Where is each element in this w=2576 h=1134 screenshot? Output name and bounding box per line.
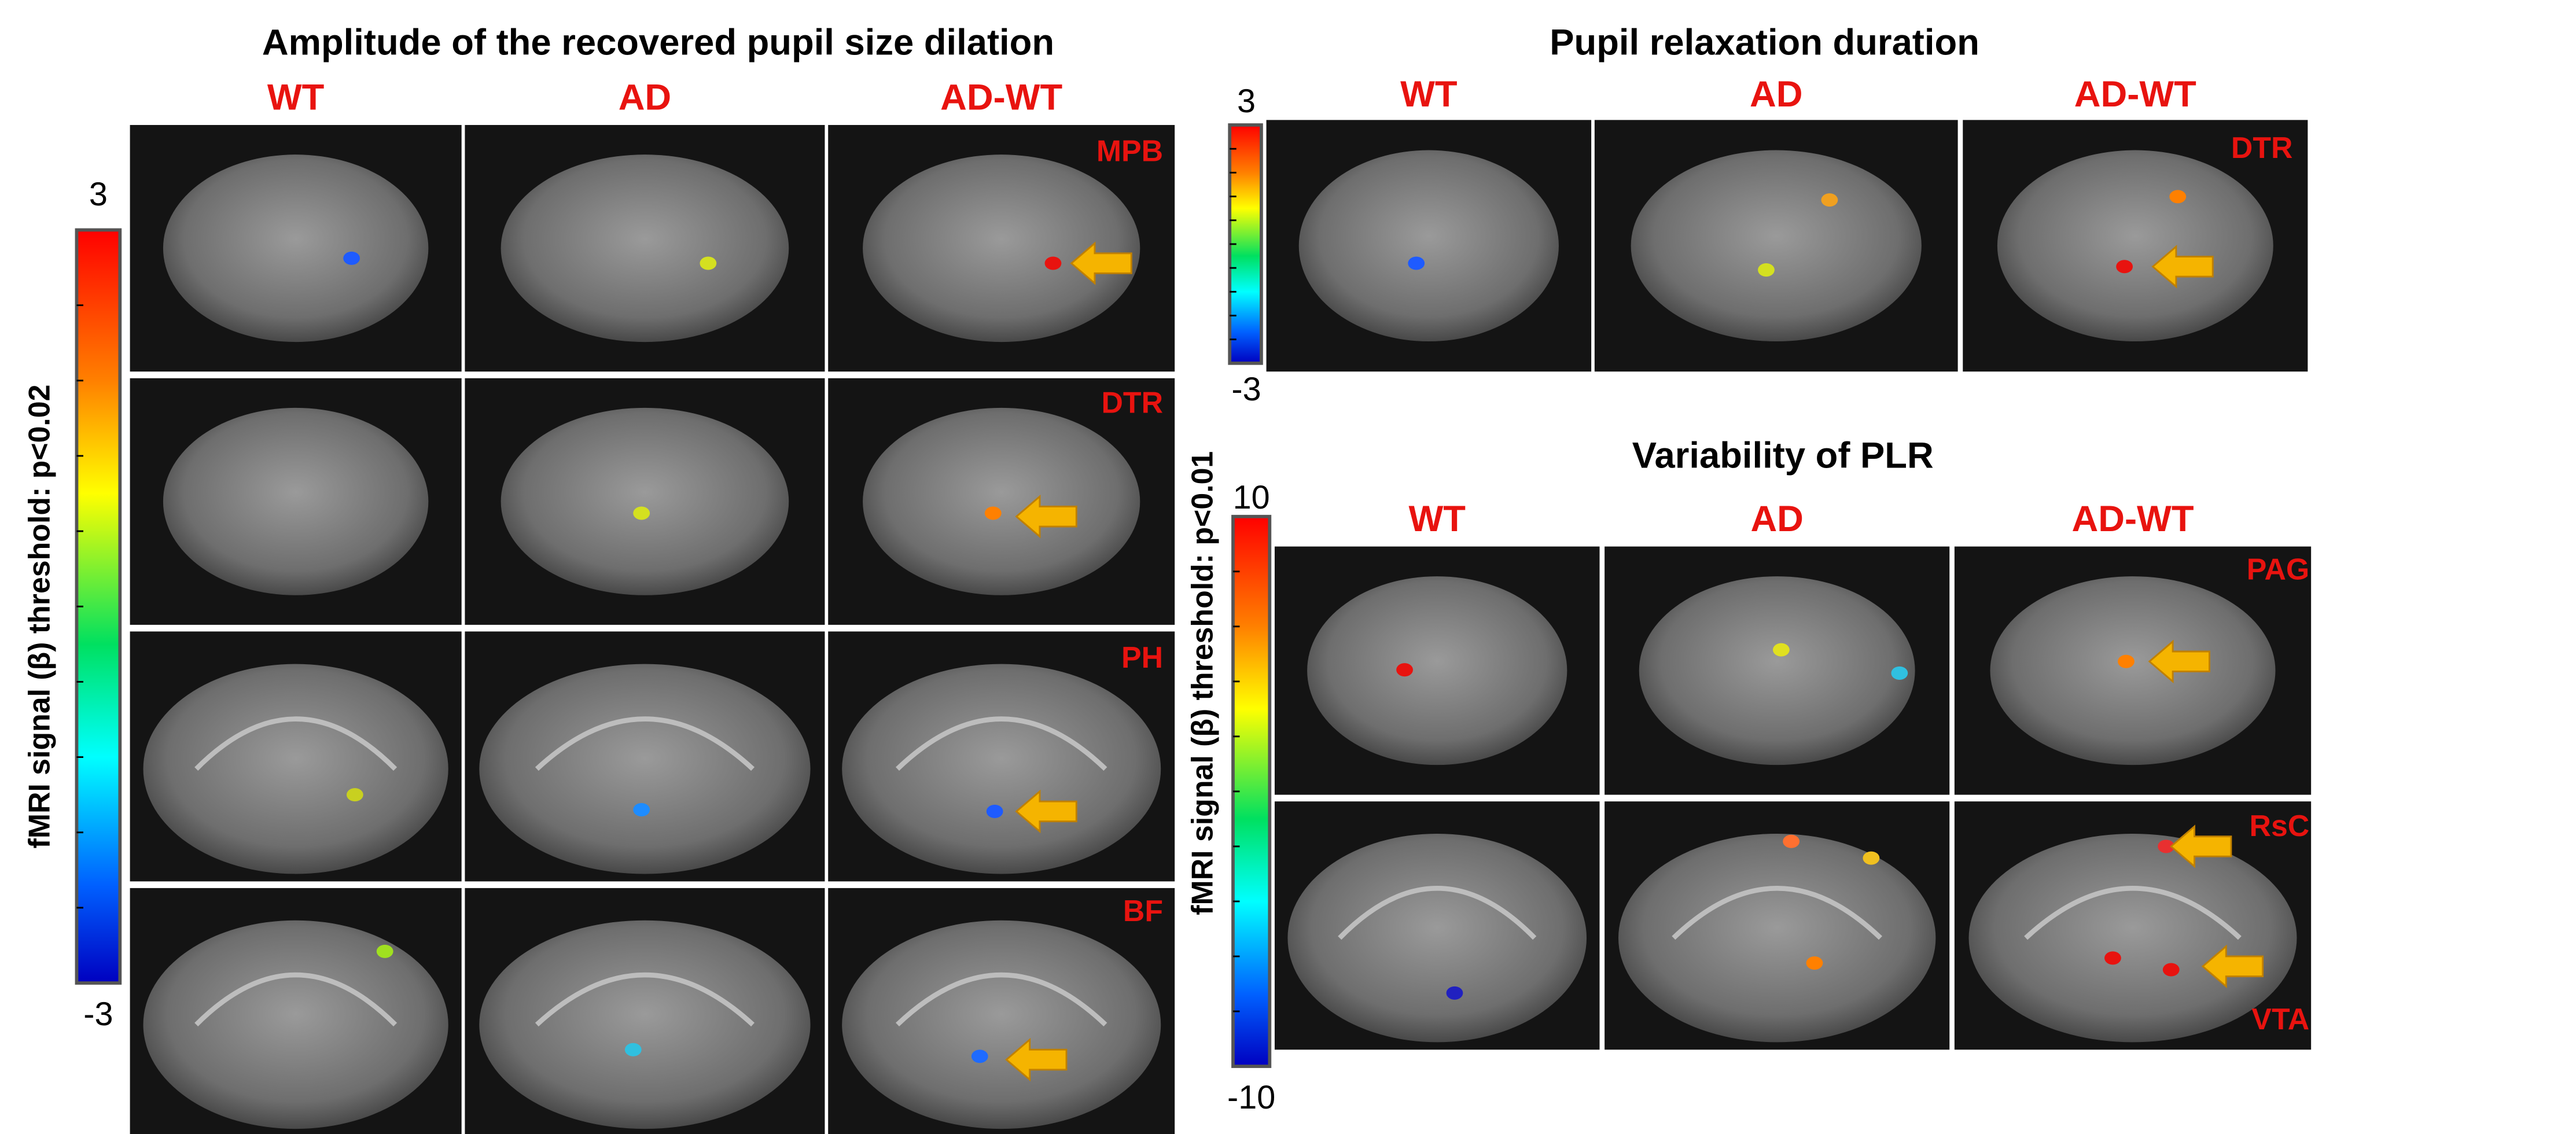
colorbar-min: -3	[83, 996, 113, 1033]
activation	[2116, 260, 2133, 274]
brain-structure	[896, 972, 1107, 1027]
brain-slice	[143, 920, 448, 1129]
colorbar-min: -3	[1231, 371, 1261, 408]
region-label: RsC	[2250, 809, 2310, 842]
column-label: WT	[1400, 74, 1458, 115]
activation	[1446, 986, 1463, 1000]
column-label: AD-WT	[2071, 499, 2194, 539]
activation	[971, 1050, 988, 1063]
column-label: AD-WT	[940, 78, 1062, 118]
activation	[1891, 666, 1908, 680]
activation	[1408, 256, 1425, 270]
arrow	[1070, 241, 1132, 285]
activation	[1806, 956, 1823, 970]
activation	[986, 804, 1003, 818]
activation	[1783, 834, 1800, 848]
panel-title: Amplitude of the recovered pupil size di…	[262, 23, 1054, 63]
region-label: BF	[1123, 894, 1163, 927]
column-label: AD	[619, 78, 672, 118]
activation	[1863, 851, 1880, 865]
column-label: WT	[267, 78, 325, 118]
brain-slice	[163, 407, 429, 595]
activation	[700, 256, 717, 270]
colorbar	[1231, 514, 1272, 1068]
panel-title: Pupil relaxation duration	[1550, 23, 1979, 63]
activation	[343, 251, 360, 265]
brain-structure	[1672, 886, 1883, 940]
brain-slice	[1968, 833, 2297, 1043]
brain-slice	[842, 920, 1161, 1129]
activation	[624, 1043, 642, 1056]
brain-slice	[863, 154, 1140, 343]
region-label: DTR	[1101, 385, 1163, 419]
brain-structure	[1338, 886, 1537, 940]
activation	[2104, 951, 2121, 965]
brain-slice	[1639, 576, 1915, 765]
brain-slice	[501, 407, 789, 595]
column-label: AD	[1750, 499, 1804, 539]
activation	[633, 506, 650, 520]
brain-structure	[194, 716, 398, 771]
activation	[1772, 643, 1790, 657]
brain-slice	[1997, 150, 2273, 342]
activation	[2118, 654, 2135, 668]
brain-slice	[842, 664, 1161, 874]
colorbar-min: -10	[1227, 1079, 1275, 1116]
colorbar-max: 10	[1233, 479, 1270, 516]
arrow	[2148, 639, 2210, 683]
region-label: PAG	[2247, 552, 2309, 586]
brain-slice	[501, 154, 789, 343]
column-label: WT	[1408, 499, 1466, 539]
activation	[1044, 256, 1062, 270]
brain-slice	[863, 407, 1140, 595]
brain-slice	[163, 154, 429, 343]
brain-slice	[1298, 150, 1559, 342]
activation	[2169, 190, 2187, 204]
brain-slice	[1307, 576, 1567, 765]
brain-structure	[535, 972, 755, 1027]
arrow	[2170, 824, 2232, 868]
region-label: DTR	[2231, 131, 2293, 164]
activation	[376, 944, 393, 958]
activation	[633, 803, 650, 817]
activation	[1758, 263, 1775, 277]
brain-slice	[1287, 833, 1587, 1043]
brain-slice	[1618, 833, 1936, 1043]
brain-slice	[479, 664, 811, 874]
arrow	[1005, 1037, 1068, 1082]
activation	[2158, 840, 2174, 853]
arrow	[1015, 495, 1077, 539]
arrow	[2151, 245, 2214, 289]
region-label: MPB	[1096, 134, 1163, 168]
colorbar-max: 3	[89, 176, 108, 213]
brain-slice	[1990, 576, 2276, 765]
region-label: VTA	[2251, 1002, 2309, 1036]
colorbar-label: fMRI signal (β) threshold: p<0.02	[23, 385, 56, 849]
activation	[2162, 963, 2180, 977]
activation	[1821, 193, 1838, 207]
column-label: AD	[1750, 74, 1803, 115]
panel-title: Variability of PLR	[1632, 436, 1934, 476]
brain-structure	[194, 972, 398, 1026]
column-label: AD-WT	[2074, 74, 2196, 115]
brain-structure	[535, 716, 755, 771]
brain-slice	[1631, 150, 1922, 342]
brain-slice	[479, 920, 811, 1129]
brain-structure	[2024, 886, 2242, 940]
arrow	[2201, 944, 2264, 988]
brain-slice	[143, 664, 448, 874]
colorbar-max: 3	[1237, 83, 1256, 120]
arrow	[1015, 789, 1077, 834]
activation	[984, 506, 1002, 520]
region-label: PH	[1121, 640, 1163, 674]
colorbar-label: fMRI signal (β) threshold: p<0.01	[1186, 451, 1219, 915]
brain-structure	[896, 716, 1107, 771]
activation	[1396, 663, 1413, 677]
activation	[346, 788, 363, 802]
